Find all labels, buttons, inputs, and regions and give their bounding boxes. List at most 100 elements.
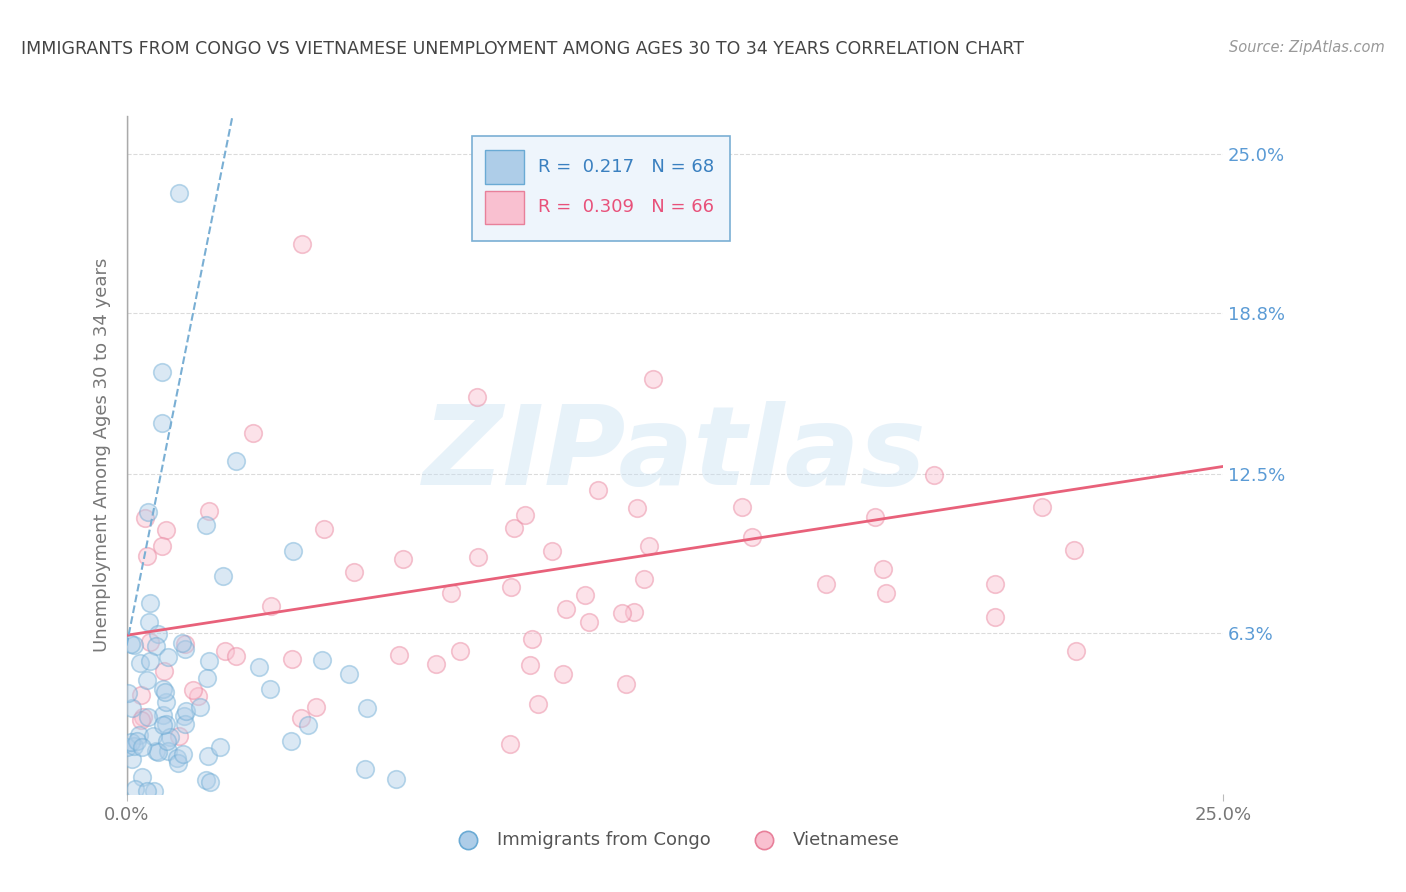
Point [280,734,302,748]
Point [172,636,194,650]
Point [153,685,176,699]
Point [132,710,155,724]
Point [139,654,162,668]
Point [195,772,218,787]
Text: R =  0.309   N = 66: R = 0.309 N = 66 [537,199,714,217]
Point [150,416,173,430]
Point [515,508,537,522]
Point [291,236,314,251]
Point [131,739,153,754]
Point [148,744,170,758]
Point [145,639,167,653]
Point [641,372,664,386]
Point [138,596,160,610]
Point [815,577,838,591]
Point [120,735,142,749]
Point [157,649,180,664]
Point [122,739,145,753]
Point [425,657,447,672]
Point [225,648,247,663]
Point [138,506,160,520]
Point [385,772,408,786]
Point [129,688,152,702]
Point [167,186,190,200]
Point [554,602,576,616]
Point [440,586,463,600]
Point [198,504,221,518]
Point [166,751,188,765]
Point [142,729,165,743]
Point [125,734,148,748]
Point [731,500,754,515]
Point [214,643,236,657]
Legend: Immigrants from Congo, Vietnamese: Immigrants from Congo, Vietnamese [443,823,907,856]
Point [131,770,153,784]
Point [259,682,281,697]
Point [1031,500,1053,514]
Point [342,566,364,580]
Point [152,717,174,731]
Point [152,707,174,722]
Point [586,483,609,497]
Point [872,562,894,576]
Point [121,701,143,715]
Point [614,677,637,691]
Point [155,717,177,731]
Point [297,718,319,732]
Point [290,711,312,725]
Point [188,699,211,714]
Point [541,544,564,558]
Point [145,744,167,758]
Point [741,530,763,544]
Point [197,671,219,685]
Point [134,511,156,525]
Point [155,695,177,709]
Point [131,714,153,728]
Point [519,657,541,672]
Point [142,783,165,797]
Point [156,743,179,757]
Point [449,643,471,657]
Text: ZIPatlas: ZIPatlas [423,401,927,508]
Point [124,782,146,797]
Point [155,524,177,538]
Point [135,784,157,798]
Text: Source: ZipAtlas.com: Source: ZipAtlas.com [1229,40,1385,55]
Point [283,544,305,558]
Point [356,701,378,715]
Point [212,569,235,583]
Point [225,454,247,468]
Point [499,737,522,751]
FancyBboxPatch shape [485,191,523,225]
Point [150,365,173,379]
Point [553,667,575,681]
Text: R =  0.217   N = 68: R = 0.217 N = 68 [537,158,714,176]
Point [574,588,596,602]
Point [623,605,645,619]
Point [159,731,181,745]
Point [135,673,157,687]
Point [153,665,176,679]
Point [174,716,197,731]
Point [353,763,375,777]
Point [115,740,138,755]
Point [502,521,524,535]
Point [984,577,1007,591]
Point [197,749,219,764]
Point [610,606,633,620]
Point [337,667,360,681]
Point [174,637,197,651]
Point [138,709,160,723]
Point [467,390,489,404]
Point [311,653,333,667]
Point [260,599,283,614]
Point [128,728,150,742]
Point [247,660,270,674]
Point [467,550,489,565]
Point [638,539,661,553]
Point [578,615,600,629]
Point [150,540,173,554]
Point [388,648,411,663]
Point [156,733,179,747]
Point [152,681,174,696]
